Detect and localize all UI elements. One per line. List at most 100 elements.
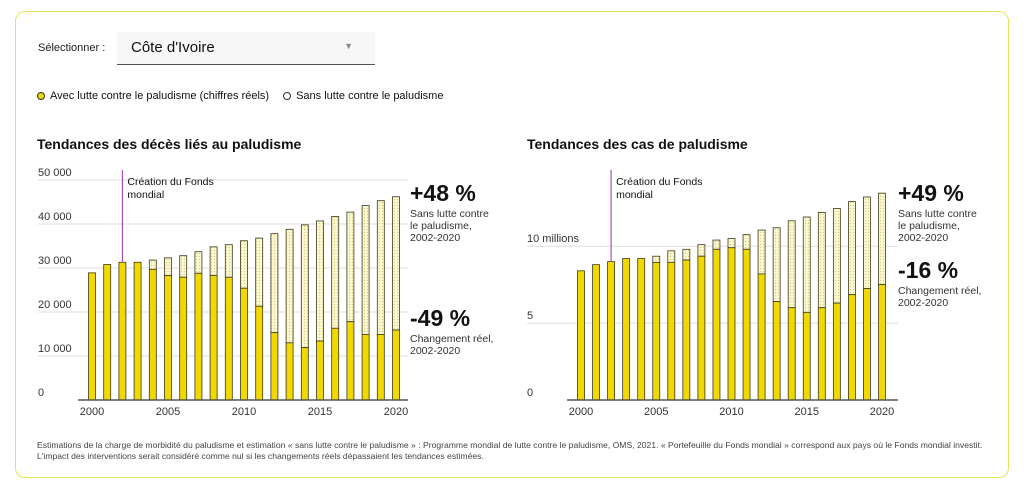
- marker-label: Création du Fonds: [616, 176, 702, 188]
- bar-real: [622, 258, 631, 401]
- bar-without-intervention: [757, 229, 766, 275]
- percent-change-caption: 2002-2020: [410, 345, 460, 357]
- legend-label: Avec lutte contre le paludisme (chiffres…: [50, 90, 270, 102]
- marker-label: Création du Fonds: [127, 176, 213, 188]
- percent-change-caption: Changement réel,: [898, 285, 981, 297]
- bar-real: [637, 258, 646, 401]
- bar-real: [164, 275, 172, 401]
- y-tick-label: 0: [527, 387, 533, 399]
- bar-real: [577, 270, 585, 401]
- bar-real: [878, 284, 886, 401]
- x-tick-label: 2020: [384, 406, 408, 418]
- x-tick-label: 2000: [80, 406, 104, 418]
- chevron-down-icon: ▼: [344, 41, 353, 51]
- percent-change-caption: 2002-2020: [898, 297, 948, 309]
- bar-without-intervention: [361, 205, 370, 335]
- bar-real: [712, 248, 721, 401]
- y-tick-label: 10 000: [38, 343, 72, 355]
- bar-real: [179, 276, 188, 401]
- y-tick-label: 50 000: [38, 167, 72, 179]
- country-select[interactable]: Côte d'Ivoire ▼: [117, 32, 375, 65]
- bar-without-intervention: [164, 257, 172, 276]
- bar-real: [88, 272, 96, 401]
- legend-item-counterfactual: Sans lutte contre le paludisme: [283, 90, 443, 102]
- bar-real: [118, 261, 127, 401]
- percent-change-caption: 2002-2020: [410, 232, 460, 244]
- x-tick-label: 2020: [870, 406, 894, 418]
- bar-real: [300, 347, 309, 401]
- selector-label: Sélectionner :: [38, 42, 106, 54]
- bar-real: [848, 294, 856, 401]
- percent-change-caption: le paludisme,: [410, 220, 472, 232]
- bar-real: [346, 321, 355, 401]
- percent-change-caption: Changement réel,: [410, 333, 493, 345]
- bar-without-intervention: [316, 220, 324, 342]
- bar-without-intervention: [817, 211, 826, 309]
- bar-real: [361, 334, 370, 401]
- y-tick-label: 0: [38, 387, 44, 399]
- bar-without-intervention: [727, 238, 736, 249]
- percent-change-value: -49 %: [410, 305, 470, 331]
- country-select-value: Côte d'Ivoire: [131, 39, 215, 56]
- marker-label: mondial: [616, 189, 653, 201]
- bar-real: [667, 261, 676, 401]
- hollow-dot-icon: [283, 92, 292, 100]
- bar-real: [285, 342, 294, 401]
- bar-without-intervention: [331, 216, 340, 329]
- percent-change-value: +49 %: [898, 180, 964, 206]
- bar-without-intervention: [802, 216, 811, 313]
- chart-title-deaths: Tendances des décès liés au paludisme: [37, 136, 302, 152]
- bar-without-intervention: [194, 251, 203, 274]
- legend: Avec lutte contre le paludisme (chiffres…: [37, 90, 443, 102]
- yellow-dot-icon: [37, 92, 45, 100]
- bar-real: [194, 272, 203, 401]
- bar-without-intervention: [224, 244, 233, 278]
- bar-real: [133, 261, 142, 401]
- y-tick-label: 30 000: [38, 255, 72, 267]
- bar-without-intervention: [863, 196, 871, 289]
- bar-without-intervention: [667, 250, 676, 263]
- bar-real: [697, 255, 706, 401]
- bar-without-intervention: [832, 208, 841, 304]
- bar-real: [592, 264, 600, 401]
- bar-without-intervention: [376, 200, 385, 335]
- footnote: Estimations de la charge de morbidité du…: [37, 440, 983, 461]
- bar-real: [832, 302, 841, 401]
- bar-real: [209, 275, 218, 401]
- percent-change-caption: 2002-2020: [898, 232, 948, 244]
- bar-without-intervention: [772, 227, 781, 302]
- percent-change-caption: Sans lutte contre: [898, 208, 977, 220]
- bar-without-intervention: [240, 240, 248, 289]
- bar-without-intervention: [787, 220, 796, 309]
- bar-real: [727, 247, 736, 401]
- percent-change-caption: Sans lutte contre: [410, 208, 489, 220]
- bar-real: [682, 259, 691, 401]
- bar-without-intervention: [712, 239, 721, 250]
- bar-without-intervention: [300, 224, 309, 349]
- bar-without-intervention: [848, 201, 856, 296]
- bar-real: [863, 288, 871, 401]
- legend-item-real: Avec lutte contre le paludisme (chiffres…: [37, 90, 269, 102]
- y-tick-label: 5: [527, 310, 533, 322]
- x-tick-label: 2015: [308, 406, 332, 418]
- x-tick-label: 2005: [644, 406, 668, 418]
- bar-without-intervention: [285, 228, 294, 344]
- x-tick-label: 2015: [795, 406, 819, 418]
- bar-real: [607, 261, 615, 401]
- bar-real: [316, 340, 324, 401]
- bar-without-intervention: [878, 192, 886, 286]
- bar-real: [802, 311, 811, 401]
- percent-change-caption: le paludisme,: [898, 220, 960, 232]
- bar-real: [787, 307, 796, 401]
- bar-real: [331, 327, 340, 401]
- bar-real: [224, 276, 233, 401]
- percent-change-value: +48 %: [410, 180, 476, 206]
- percent-change-value: -16 %: [898, 257, 958, 283]
- bar-without-intervention: [652, 255, 661, 263]
- bar-real: [103, 264, 112, 401]
- bar-real: [376, 334, 385, 401]
- bar-real: [817, 307, 826, 401]
- bar-real: [742, 248, 751, 401]
- bar-without-intervention: [179, 255, 188, 278]
